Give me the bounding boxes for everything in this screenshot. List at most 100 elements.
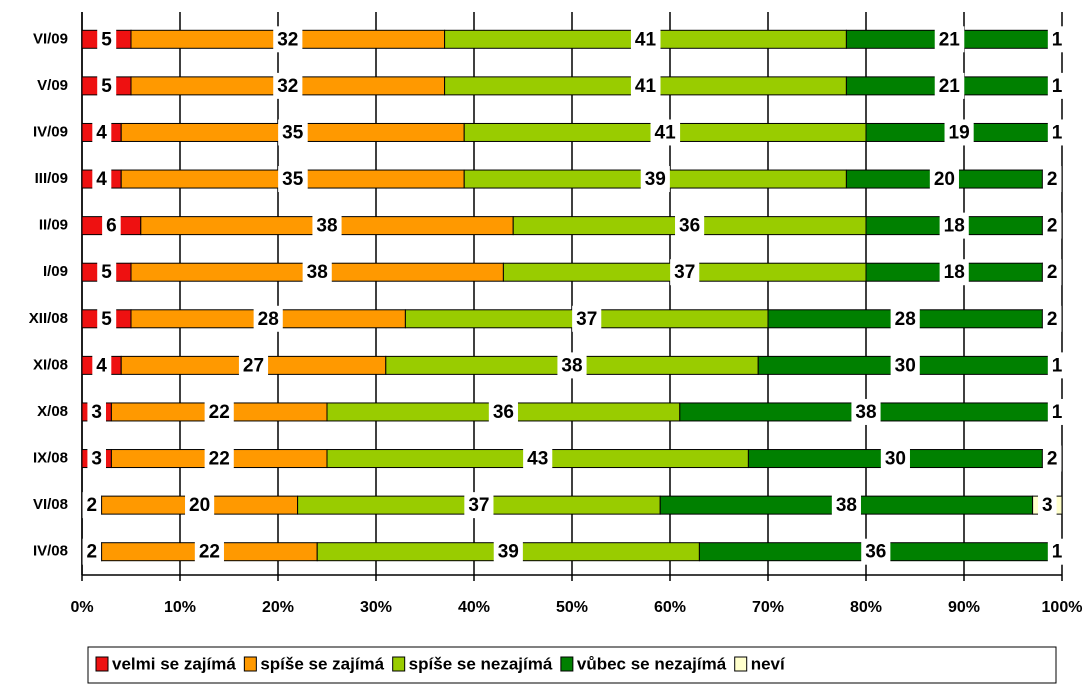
data-label: 1 [1052,402,1063,423]
data-label: 37 [576,309,597,330]
x-tick-label: 40% [458,599,490,616]
data-label: 4 [96,355,107,376]
data-label-group: 4 [92,166,112,193]
data-label-group: 4 [92,119,112,146]
data-label-bg [82,492,102,519]
x-tick-label: 100% [1042,599,1083,616]
data-label-group: 2 [1042,259,1062,286]
data-label-group: 38 [302,259,332,286]
data-label: 41 [655,122,677,143]
data-label-bg [87,445,106,472]
legend-swatch [560,656,574,672]
data-label-bg [87,398,106,425]
data-label-group: 5 [97,26,117,53]
data-label: 1 [1052,29,1063,50]
data-label: 6 [106,216,117,237]
data-label-group: 2 [1042,166,1062,193]
data-label-group: 22 [194,538,224,565]
data-label-bg [880,445,910,472]
data-label-group: 41 [650,119,681,146]
data-label-group: 22 [204,445,234,472]
data-label-group: 27 [238,352,269,379]
data-label-group: 41 [630,26,661,53]
data-label-bg [1038,492,1057,519]
data-label-group: 28 [890,305,920,332]
data-label-bg [557,352,587,379]
data-label: 18 [944,262,965,283]
data-label-group: 2 [82,538,102,565]
data-label-bg [890,305,920,332]
legend-label: velmi se zajímá [112,654,236,673]
data-label: 20 [189,495,210,516]
data-label-bg [493,538,523,565]
data-label-group: 36 [488,398,518,425]
data-label-bg [851,398,881,425]
data-label-group: 3 [1038,492,1057,519]
data-label: 2 [1047,216,1058,237]
data-label-group: 19 [944,119,974,146]
data-label-bg [934,26,965,53]
data-label: 1 [1052,355,1063,376]
data-label-group: 2 [82,492,102,519]
data-label-bg [939,212,969,239]
data-label-bg [934,72,965,99]
x-tick-label: 60% [654,599,686,616]
data-label: 41 [635,29,657,50]
data-label-group: 43 [523,445,553,472]
data-label-bg [1047,538,1067,565]
data-label: 37 [674,262,695,283]
data-label: 36 [493,402,514,423]
data-label: 41 [635,76,657,97]
data-label-bg [97,305,117,332]
data-label: 37 [468,495,489,516]
data-label: 43 [527,449,548,470]
data-label: 39 [498,542,519,563]
data-label: 4 [96,169,107,190]
data-label-group: 1 [1047,72,1067,99]
data-label-group: 5 [97,259,117,286]
data-label-group: 4 [92,352,112,379]
data-label: 22 [199,542,220,563]
data-label-group: 32 [273,26,303,53]
data-label-bg [194,538,224,565]
data-label: 2 [1047,169,1058,190]
data-label-bg [1042,259,1062,286]
data-label-bg [1047,352,1067,379]
data-label-bg [1042,445,1062,472]
data-label-group: 2 [1042,305,1062,332]
data-label-bg [640,166,670,193]
data-label-bg [1047,398,1067,425]
legend-swatch [392,656,406,672]
data-label: 35 [282,169,304,190]
data-label: 36 [679,216,700,237]
data-label-group: 18 [939,212,969,239]
data-label: 27 [243,355,264,376]
data-label: 4 [96,122,107,143]
data-label-bg [204,398,234,425]
data-label: 21 [939,76,961,97]
data-label-bg [278,166,308,193]
data-label-bg [1047,119,1067,146]
y-tick-label: IV/08 [33,543,68,560]
data-label-bg [82,538,102,565]
data-label-bg [861,538,891,565]
data-label: 28 [895,309,916,330]
data-label: 1 [1052,122,1063,143]
data-label-group: 39 [493,538,523,565]
data-label-bg [464,492,494,519]
data-label-group: 1 [1047,398,1067,425]
data-label: 30 [885,449,906,470]
data-label: 5 [101,262,112,283]
y-tick-label: IX/08 [33,450,68,467]
data-label-bg [1047,26,1067,53]
data-label-group: 2 [1042,212,1062,239]
x-tick-label: 50% [556,599,588,616]
x-tick-label: 20% [262,599,294,616]
y-tick-label: XI/08 [33,356,68,373]
legend-swatch [243,656,257,672]
data-label: 2 [87,495,98,516]
data-label-bg [273,72,303,99]
data-label-bg [302,259,332,286]
data-label-bg [273,26,303,53]
data-label-group: 21 [934,26,965,53]
